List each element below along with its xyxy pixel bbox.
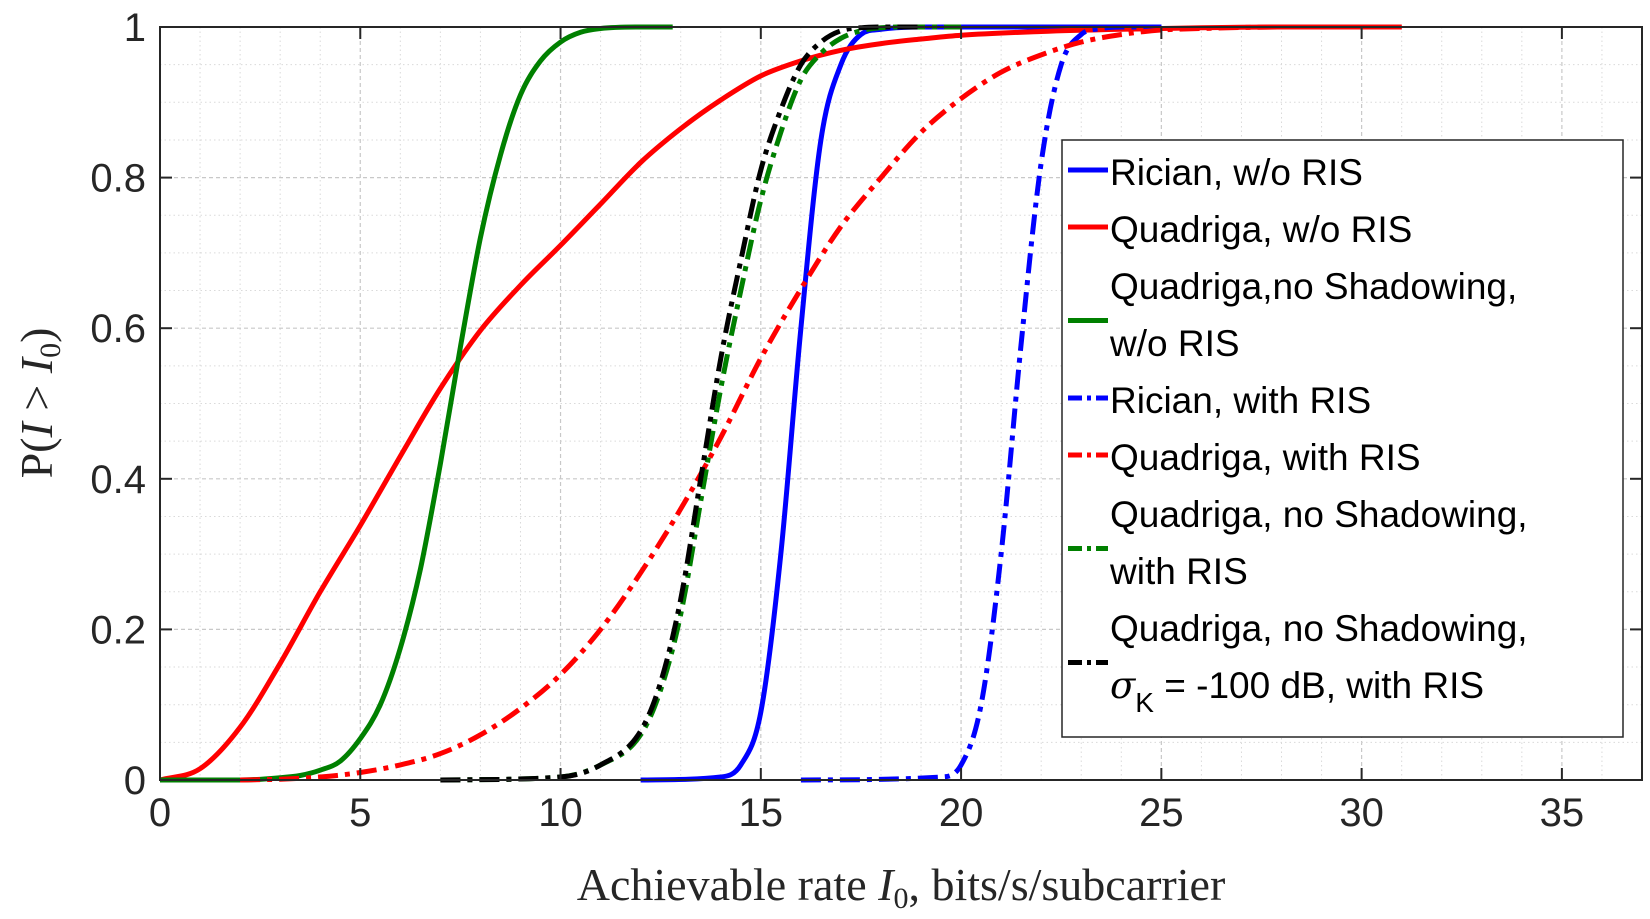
legend-entry-3: Quadriga,no Shadowing, w/o RIS (1068, 266, 1517, 364)
legend-label: Rician, w/o RIS (1110, 152, 1363, 193)
plot-frame (159, 26, 1643, 781)
legend-items: Rician, w/o RIS Quadriga, w/o RIS Quadriga… (1068, 152, 1528, 718)
series-line-quadriga-with-ris (240, 24, 1402, 783)
legend-label: Quadriga, no Shadowing, (1110, 494, 1528, 535)
svg-text:Achievable rate I0, bits/s/sub: Achievable rate I0, bits/s/subcarrier (577, 859, 1226, 915)
legend-label: Rician, with RIS (1110, 380, 1371, 421)
y-tick-label: 0.6 (90, 307, 146, 351)
x-tick-label: 30 (1339, 791, 1384, 835)
y-axis-label-prefix: P( (11, 438, 62, 479)
legend-label: Quadriga, w/o RIS (1110, 209, 1412, 250)
y-axis-label-var2: I (11, 355, 62, 374)
legend-entry-2: Quadriga, w/o RIS (1068, 209, 1412, 250)
y-tick-label: 1 (124, 6, 146, 50)
legend: Rician, w/o RIS Quadriga, w/o RIS Quadriga… (1061, 139, 1624, 738)
x-tick-label: 15 (739, 791, 784, 835)
y-axis-label-suffix: ) (11, 328, 62, 343)
legend-label: w/o RIS (1109, 323, 1240, 364)
y-axis-label-var1: I (11, 420, 62, 439)
x-tick-label: 0 (149, 791, 171, 835)
legend-label: with RIS (1109, 551, 1248, 592)
y-tick-label: 0.4 (90, 458, 146, 502)
x-tick-label: 20 (939, 791, 984, 835)
x-tick-label: 5 (349, 791, 371, 835)
y-axis-label-sub: 0 (34, 343, 67, 358)
legend-entry-6: Quadriga, no Shadowing, with RIS (1068, 494, 1528, 592)
legend-entry-4: Rician, with RIS (1068, 380, 1371, 421)
legend-box (1061, 139, 1624, 738)
legend-label: σK = -100 dB, with RIS (1110, 664, 1484, 718)
x-axis-label-var: I (877, 859, 896, 910)
x-tick-label: 35 (1540, 791, 1585, 835)
x-axis-label-prefix: Achievable rate (577, 859, 878, 910)
y-tick-label: 0.8 (90, 157, 146, 201)
x-tick-label: 25 (1139, 791, 1184, 835)
x-tick-label: 10 (538, 791, 583, 835)
axis-ticks: 0 5 10 15 20 25 30 35 0 0.2 0.4 0.6 0.8 1 (90, 6, 1642, 835)
y-tick-label: 0.2 (90, 608, 146, 652)
legend-entry-7: Quadriga, no Shadowing, σK = -100 dB, wit… (1068, 608, 1528, 718)
x-axis-label-suffix: , bits/s/subcarrier (908, 859, 1225, 910)
svg-text:P(I > I0): P(I > I0) (11, 328, 67, 479)
y-axis-label: P(I > I0) (11, 328, 67, 479)
x-axis-label: Achievable rate I0, bits/s/subcarrier (577, 859, 1226, 915)
y-tick-label: 0 (124, 759, 146, 803)
legend-label: Quadriga, with RIS (1110, 437, 1421, 478)
series-line-quadriga-w-o-ris (159, 24, 1402, 783)
x-axis-label-sub: 0 (893, 882, 908, 915)
legend-label: Quadriga, no Shadowing, (1110, 608, 1528, 649)
legend-entry-5: Quadriga, with RIS (1068, 437, 1421, 478)
series-line-quadriga-no-shadowing-w-o-ris (160, 24, 673, 783)
legend-entry-1: Rician, w/o RIS (1068, 152, 1363, 193)
legend-label: Quadriga,no Shadowing, (1110, 266, 1517, 307)
y-axis-label-op: > (11, 373, 62, 422)
